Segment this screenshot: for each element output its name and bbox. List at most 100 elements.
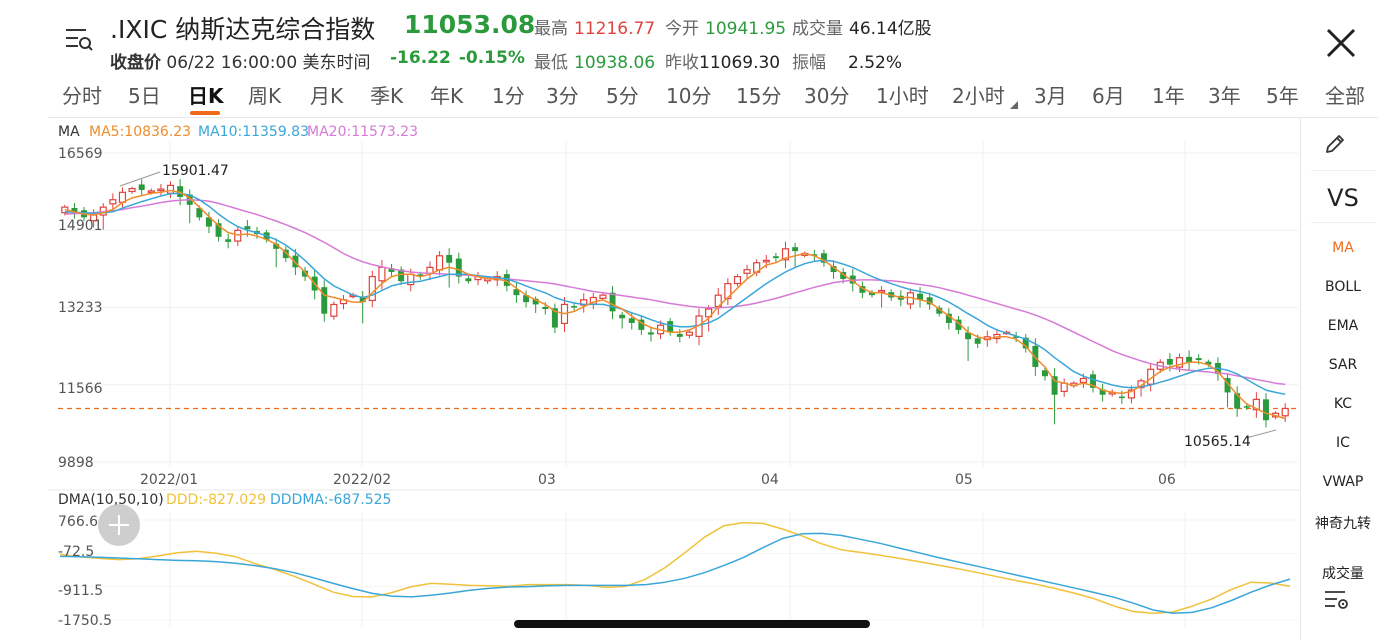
dma-indicator-label[interactable]: DMA(10,50,10) [58,492,164,508]
tab-1min[interactable]: 1分 [492,84,525,108]
candle-body-down [1041,370,1048,377]
price-change: -16.22 -0.15% [390,48,525,68]
indicator-settings-icon[interactable] [1323,588,1349,612]
tab-3min[interactable]: 3分 [546,84,579,108]
change-percent: -0.15% [458,48,525,68]
x-tick-2022-01: 2022/01 [140,472,198,488]
indicator-volume[interactable]: 成交量 [1322,566,1364,579]
candle-body-down [1224,378,1231,393]
stat-prev-close: 昨收11069.30 [665,48,780,73]
candle-body-down [830,266,837,272]
dma-chart [59,521,1291,614]
candle-body-down [571,306,578,308]
stat-high-label: 最高 [534,19,568,39]
tab-all[interactable]: 全部 [1325,84,1365,108]
tab-daily-k[interactable]: 日K [188,84,224,108]
candle-body-down [1090,374,1096,388]
candle-body-up [878,289,886,293]
indicator-sar[interactable]: SAR [1328,357,1358,373]
candle-body-up [705,308,713,318]
x-tick-05: 05 [955,472,973,488]
tab-weekly-k[interactable]: 周K [248,84,282,108]
indicator-ema[interactable]: EMA [1327,318,1359,334]
candle-body-down [542,306,549,310]
candle-body-down [302,270,309,277]
dddma-line [59,532,1291,614]
tab-5min[interactable]: 5分 [606,84,639,108]
candle-body-up [426,266,434,274]
tab-intraday[interactable]: 分时 [62,84,102,108]
candle-body-down [1166,358,1173,365]
tab-1year[interactable]: 1年 [1152,84,1185,108]
candle-body-up [368,276,376,302]
tab-6month[interactable]: 6月 [1092,84,1125,108]
candle-body-down [292,255,299,268]
candle-body-down [455,258,462,277]
side-divider [1311,222,1375,223]
ma-indicator-label[interactable]: MA [58,124,80,140]
tab-3year[interactable]: 3年 [1208,84,1241,108]
tab-30min[interactable]: 30分 [804,84,850,108]
candle-body-down [398,269,405,282]
candle-body-down [638,319,645,330]
tab-5year[interactable]: 5年 [1266,84,1299,108]
candle-body-down [1051,376,1058,395]
tab-5day[interactable]: 5日 [128,84,161,108]
candle-body-up [599,294,607,299]
tab-quarterly-k[interactable]: 季K [370,84,404,108]
candle-body-down [667,321,674,333]
indicator-kc[interactable]: KC [1333,396,1353,412]
candle-body-up [781,248,790,261]
indicator-boll[interactable]: BOLL [1325,279,1361,295]
stat-volume-value: 46.14亿股 [849,19,932,39]
candle-body-up [743,269,751,274]
candle-body-down [1205,361,1212,365]
tab-15min[interactable]: 15分 [736,84,782,108]
candle-body-down [1022,337,1029,349]
tab-10min[interactable]: 10分 [666,84,712,108]
candle-body-down [388,268,395,272]
current-price: 11053.08 [404,10,536,39]
vs-compare-button[interactable]: VS [1327,184,1359,212]
dma-y-tick-72: -72.5 [58,544,94,560]
close-icon[interactable] [1322,24,1360,62]
y-tick-9898: 9898 [58,455,94,471]
tab-1hour[interactable]: 1小时 [876,84,929,108]
close-label: 收盘价 [110,53,161,73]
tab-3month[interactable]: 3月 [1034,84,1067,108]
candle-body-down [205,217,212,227]
candle-body-down [1234,393,1241,409]
pencil-icon[interactable] [1323,132,1347,156]
indicator-ic[interactable]: IC [1336,435,1350,451]
tab-yearly-k[interactable]: 年K [430,84,464,108]
stat-amplitude: 振幅 2.52% [792,48,902,73]
tab-monthly-k[interactable]: 月K [310,84,344,108]
candle-body-up [330,303,338,317]
stat-low: 最低 10938.06 [534,48,655,73]
candle-body-down [225,239,232,242]
stat-open: 今开 10941.95 [665,14,786,39]
candle-body-up [435,255,444,271]
indicator-vwap[interactable]: VWAP [1322,474,1364,490]
chart-canvas[interactable]: MA MA5:10836.23 MA10:11359.83 MA20:11573… [0,0,1300,640]
dropdown-corner-icon[interactable] [1010,101,1018,109]
dma-y-tick-911: -911.5 [58,583,103,599]
candle-body-down [676,333,683,337]
stat-open-label: 今开 [665,19,699,39]
candle-body-down [196,208,203,218]
candle-body-down [926,297,933,305]
stat-high: 最高 11216.77 [534,14,655,39]
page-title: .IXIC 纳斯达克综合指数 [110,15,376,44]
indicator-td9[interactable]: 神奇九转 [1315,516,1371,532]
add-indicator-button[interactable] [98,504,140,546]
indicator-ma[interactable]: MA [1332,240,1354,256]
home-indicator [514,620,870,628]
candle-body-up [733,276,742,285]
candle-body-down [619,314,626,319]
candle-body-down [282,249,289,259]
candle-body-down [321,287,328,314]
menu-list-icon[interactable] [64,26,94,52]
max-price-annotation: 15901.47 [162,163,229,179]
tab-2hour[interactable]: 2小时 [952,84,1005,108]
candle-body-down [215,223,222,237]
